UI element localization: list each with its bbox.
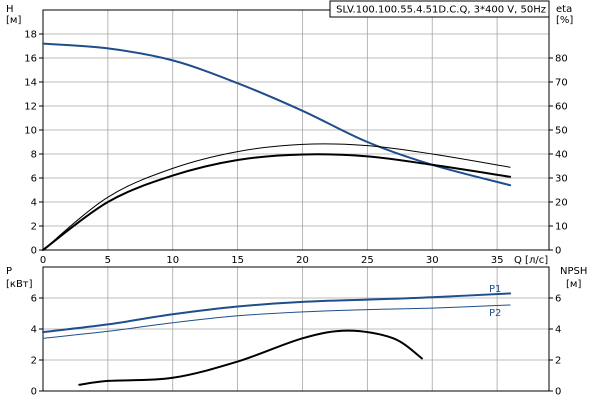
top-left-tick-label: 8 [31,150,37,161]
bottom-left-tick-label: 4 [31,325,37,336]
top-right-tick-label: 50 [555,126,568,137]
bottom-right-tick-label: 4 [555,325,561,336]
top-left-tick-label: 6 [31,174,37,185]
npsh-axis-label-name: NPSH [560,266,587,277]
title-box [329,0,550,18]
power-npsh-panel: 0 2 4 6 0 2 4 6 P [кВт] NPSH [м] P1 P2 [6,266,587,398]
x-tick-label: 5 [105,255,111,266]
x-tick-label: 15 [231,255,244,266]
top-left-tick-label: 16 [24,54,37,65]
bottom-right-tick-label: 2 [555,356,561,367]
y-left-label-unit: [м] [6,15,21,26]
y-left-label-name: H [6,4,14,15]
p2-series-label: P2 [489,308,501,319]
top-right-tick-label: 80 [555,54,568,65]
top-left-tick-label: 4 [31,198,37,209]
npsh-axis-label-unit: [м] [566,279,581,290]
bottom-series-group [42,292,512,386]
bottom-left-tick-label: 6 [31,294,37,305]
top-series-group [42,42,512,251]
bottom-left-tick-label: 2 [31,356,37,367]
chart-title: SLV.100.100.55.4.51D.C.Q, 3*400 V, 50Hz [336,5,546,16]
top-left-tick-label: 0 [31,246,37,257]
y-right-label-name: eta [556,4,572,15]
bottom-series-p2-line [42,304,511,339]
top-series-0-line [42,42,512,187]
bottom-axes: 0 2 4 6 0 2 4 6 [31,294,562,398]
top-right-tick-label: 40 [555,150,568,161]
bottom-right-tick-label: 6 [555,294,561,305]
bottom-right-tick-label: 0 [555,387,561,398]
top-left-tick-label: 10 [24,126,37,137]
bottom-series-2-line [78,329,423,386]
p-axis-label-unit: [кВт] [6,279,33,290]
x-tick-label: 10 [166,255,179,266]
top-right-tick-label: 30 [555,174,568,185]
x-axis-label: Q [л/с] [514,255,548,266]
top-right-tick-label: 10 [555,222,568,233]
top-right-tick-label: 0 [555,246,561,257]
top-left-tick-label: 18 [24,30,37,41]
top-left-tick-label: 12 [24,102,37,113]
bottom-series-p1-line [42,292,512,334]
top-axes: 0 5 10 15 20 25 30 35 0 2 4 6 8 10 12 14 16 18 0 10 20 30 40 50… [24,30,567,267]
x-tick-label: 25 [361,255,374,266]
bottom-left-tick-label: 0 [31,387,37,398]
top-series-2-line [42,143,511,251]
top-grid [43,10,549,250]
x-tick-label: 0 [40,255,46,266]
top-right-tick-label: 70 [555,78,568,89]
top-left-tick-label: 14 [24,78,37,89]
x-tick-label: 30 [426,255,439,266]
x-tick-label: 20 [296,255,309,266]
p1-series-label: P1 [489,284,501,295]
top-series-1-line [42,153,512,251]
bottom-grid [43,267,549,391]
top-right-tick-label: 20 [555,198,568,209]
y-right-label-unit: [%] [556,15,573,26]
head-efficiency-panel: 0 5 10 15 20 25 30 35 0 2 4 6 8 10 12 14 16 18 0 10 20 30 40 50… [6,0,573,267]
top-right-tick-label: 60 [555,102,568,113]
p-axis-label-name: P [6,266,12,277]
x-tick-label: 35 [491,255,504,266]
top-left-tick-label: 2 [31,222,37,233]
